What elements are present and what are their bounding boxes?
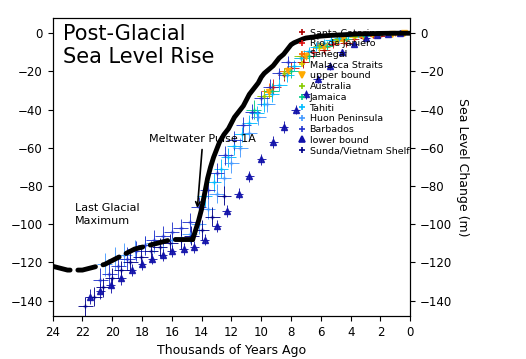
X-axis label: Thousands of Years Ago: Thousands of Years Ago xyxy=(157,344,306,357)
Y-axis label: Sea Level Change (m): Sea Level Change (m) xyxy=(456,98,469,236)
Text: Post-Glacial
Sea Level Rise: Post-Glacial Sea Level Rise xyxy=(63,24,215,67)
Legend: Santa Catarina, Rio de Janiero, Senegal, Malacca Straits, upper bound, Australia: Santa Catarina, Rio de Janiero, Senegal,… xyxy=(297,29,409,155)
Text: Meltwater Pulse 1A: Meltwater Pulse 1A xyxy=(149,134,256,206)
Text: Last Glacial
Maximum: Last Glacial Maximum xyxy=(75,204,139,226)
